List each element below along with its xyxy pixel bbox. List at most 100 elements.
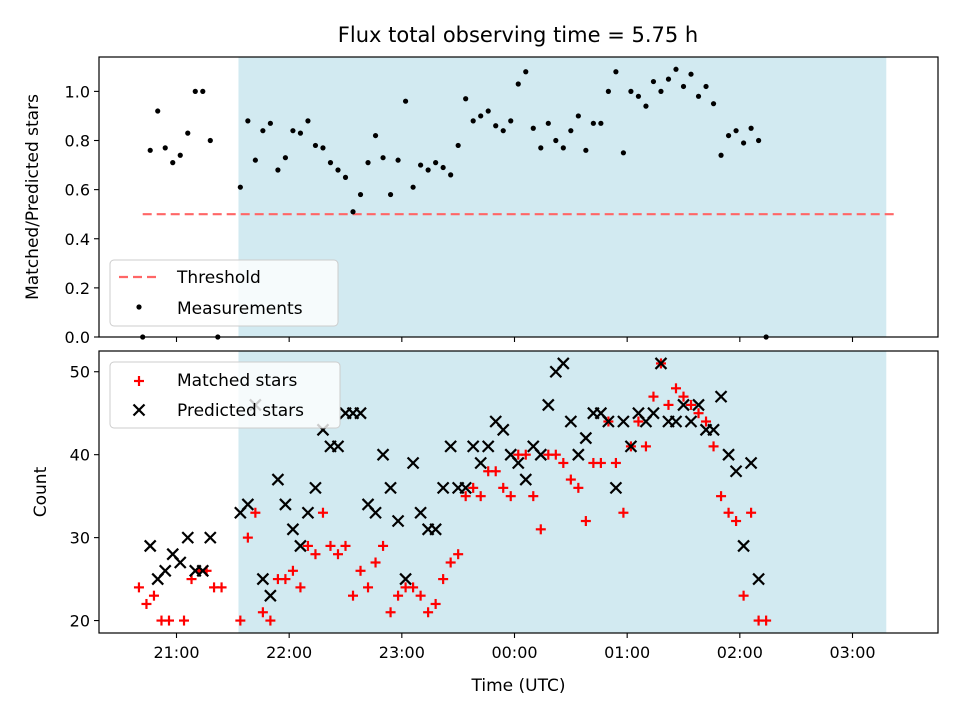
measurement-point (312, 142, 319, 149)
predicted-star-point (376, 448, 390, 461)
matched-star-point (295, 582, 306, 593)
measurement-point (267, 120, 273, 126)
predicted-star-point (677, 398, 690, 412)
measurement-point (177, 152, 183, 158)
measurement-point (613, 69, 619, 75)
matched-star-point (595, 457, 606, 468)
matched-star-point (535, 524, 546, 535)
measurement-point (342, 174, 349, 180)
count-y-axis-label: Count (31, 466, 51, 517)
matched-star-point (257, 607, 268, 618)
predicted-star-point (436, 481, 450, 495)
matched-star-point (520, 449, 531, 460)
predicted-legend-swatch (132, 403, 146, 417)
measurement-point (590, 120, 596, 126)
measurement-point (402, 98, 409, 104)
measurement-point (560, 145, 566, 151)
matched-star-point (355, 565, 366, 576)
measurement-point (538, 145, 544, 151)
count-legend: Matched stars Predicted stars (109, 361, 341, 429)
matched-star-point (573, 482, 584, 493)
predicted-star-point (294, 539, 307, 553)
measurement-point (515, 81, 521, 87)
y-tick-label: 0.4 (65, 230, 90, 249)
matched-legend-label: Matched stars (177, 371, 297, 391)
y-tick-label: 1.0 (65, 82, 90, 101)
matched-star-point (761, 615, 772, 626)
predicted-star-point (444, 440, 457, 453)
matched-star-point (468, 482, 479, 493)
count-plot-frame (98, 350, 939, 634)
matched-star-point (163, 615, 174, 626)
matched-star-point (640, 441, 651, 452)
measurement-point (297, 130, 304, 136)
matched-star-point (250, 507, 261, 518)
predicted-star-point (414, 506, 427, 520)
matched-star-point (686, 399, 697, 410)
predicted-star-point (391, 514, 405, 528)
matched-star-point (340, 540, 351, 551)
x-tick-label: 01:00 (604, 643, 650, 662)
ratio-x-ticks (175, 337, 854, 342)
predicted-star-point (647, 406, 660, 420)
predicted-star-point (264, 589, 277, 602)
matched-star-point (348, 590, 359, 601)
measurement-point (245, 118, 251, 124)
measurement-point (553, 137, 559, 144)
measurement-point (448, 172, 454, 178)
predicted-star-point (354, 406, 367, 420)
matched-star-point (179, 615, 190, 626)
predicted-star-point (271, 473, 285, 486)
measurement-point (568, 128, 574, 134)
matched-star-point (663, 399, 674, 410)
predicted-star-point (609, 481, 623, 495)
matched-star-point (648, 391, 659, 402)
matched-star-point (550, 449, 561, 460)
y-tick-label: 0.2 (65, 279, 90, 298)
predicted-star-point (286, 523, 300, 536)
count-y-ticks: 20 30 40 50 (70, 363, 99, 631)
measurement-point (695, 93, 702, 99)
y-tick-label: 0.8 (65, 132, 90, 151)
predicted-star-point (459, 481, 472, 495)
predicted-legend-label: Predicted stars (177, 401, 304, 421)
measurement-point (575, 113, 581, 119)
predicted-star-point (737, 539, 750, 553)
predicted-star-point (714, 390, 728, 403)
matched-star-point (633, 416, 644, 427)
count-x-ticks: 21:00 22:00 23:00 00:00 01:00 02:00 03:00 (153, 633, 876, 662)
measurement-point (372, 132, 379, 139)
matched-star-point (148, 590, 159, 601)
measurement-point (155, 108, 161, 114)
matched-star-point (423, 607, 434, 618)
measurement-point (290, 128, 296, 134)
measurement-point (380, 155, 386, 161)
predicted-stars-points (143, 357, 765, 602)
measurement-point (583, 147, 589, 153)
measurement-point (387, 191, 394, 198)
measurement-point (545, 120, 551, 126)
measurement-points (140, 66, 769, 340)
measurement-point (433, 160, 439, 166)
predicted-legend-marker (132, 403, 146, 417)
matched-star-point (445, 557, 456, 568)
y-tick-label: 0.6 (65, 181, 90, 200)
measurement-point (162, 145, 168, 151)
predicted-star-point (466, 440, 480, 453)
measurement-point (665, 76, 672, 82)
ratio-legend-box (109, 259, 339, 327)
predicted-star-point (572, 448, 585, 461)
x-tick-label: 21:00 (153, 643, 199, 662)
measurement-point (192, 88, 198, 94)
matched-star-point (408, 582, 419, 593)
measurement-point (410, 184, 416, 190)
y-tick-label: 50 (70, 363, 90, 382)
matched-star-point (610, 457, 621, 468)
predicted-star-point (384, 481, 397, 495)
measurement-point (463, 96, 469, 102)
predicted-star-point (204, 531, 217, 544)
matched-star-point (370, 557, 381, 568)
matched-star-point (378, 540, 389, 551)
matched-star-point (498, 482, 509, 493)
